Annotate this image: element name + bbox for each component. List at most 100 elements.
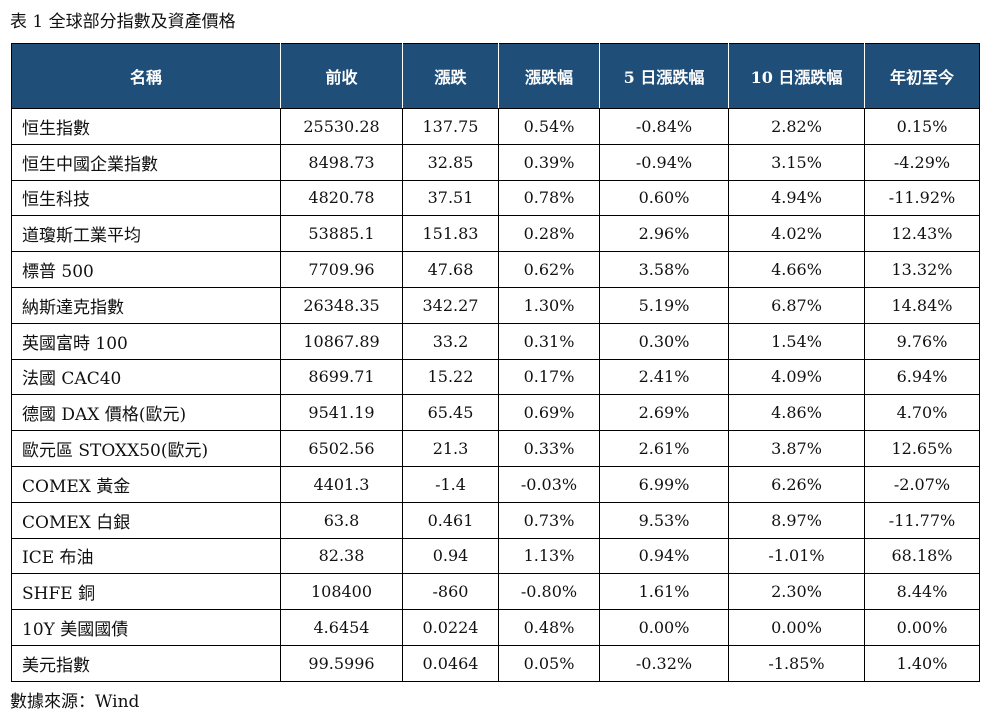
cell-change: 137.75: [402, 108, 499, 145]
cell-change: 33.2: [402, 322, 499, 360]
cell-5d-change-pct: 2.41%: [599, 358, 729, 396]
cell-change-pct: 0.78%: [498, 179, 600, 217]
table-row: 10Y 美國國債 4.6454 0.0224 0.48% 0.00% 0.00% 0.00%: [11, 609, 980, 646]
cell-change: 47.68: [402, 251, 499, 288]
cell-ytd: 12.65%: [864, 430, 980, 467]
cell-5d-change-pct: -0.32%: [599, 644, 729, 682]
cell-prev-close: 4.6454: [280, 609, 403, 646]
cell-prev-close: 4401.3: [280, 465, 403, 503]
cell-change: 0.94: [402, 537, 499, 575]
cell-change: 37.51: [402, 179, 499, 217]
cell-ytd: -4.29%: [864, 143, 980, 181]
cell-10d-change-pct: 6.26%: [728, 465, 865, 503]
cell-change-pct: 0.33%: [498, 430, 600, 467]
data-source-note: 數據來源：Wind: [10, 692, 140, 712]
cell-change: 65.45: [402, 394, 499, 432]
cell-change: 0.461: [402, 501, 499, 539]
cell-name: SHFE 銅: [11, 573, 281, 611]
cell-5d-change-pct: 5.19%: [599, 286, 729, 324]
cell-name: 道瓊斯工業平均: [11, 215, 281, 253]
cell-change: 32.85: [402, 143, 499, 181]
cell-change-pct: 0.69%: [498, 394, 600, 432]
cell-ytd: -11.92%: [864, 179, 980, 217]
cell-name: COMEX 白銀: [11, 501, 281, 539]
cell-10d-change-pct: 8.97%: [728, 501, 865, 539]
cell-ytd: 13.32%: [864, 251, 980, 288]
cell-prev-close: 8699.71: [280, 358, 403, 396]
cell-5d-change-pct: 0.94%: [599, 537, 729, 575]
cell-change-pct: 1.13%: [498, 537, 600, 575]
header-change-pct: 漲跌幅: [498, 43, 600, 109]
cell-5d-change-pct: 2.96%: [599, 215, 729, 253]
cell-ytd: 68.18%: [864, 537, 980, 575]
cell-10d-change-pct: 4.09%: [728, 358, 865, 396]
cell-name: 美元指數: [11, 644, 281, 682]
cell-5d-change-pct: 6.99%: [599, 465, 729, 503]
table-row: 法國 CAC40 8699.71 15.22 0.17% 2.41% 4.09% 6.94%: [11, 358, 980, 396]
cell-5d-change-pct: 2.61%: [599, 430, 729, 467]
table-row: 恒生科技 4820.78 37.51 0.78% 0.60% 4.94% -11.92%: [11, 179, 980, 217]
cell-prev-close: 10867.89: [280, 322, 403, 360]
cell-5d-change-pct: 0.60%: [599, 179, 729, 217]
cell-prev-close: 4820.78: [280, 179, 403, 217]
table-row: SHFE 銅 108400 -860 -0.80% 1.61% 2.30% 8.44%: [11, 573, 980, 611]
cell-prev-close: 82.38: [280, 537, 403, 575]
cell-change-pct: -0.80%: [498, 573, 600, 611]
cell-prev-close: 9541.19: [280, 394, 403, 432]
cell-prev-close: 6502.56: [280, 430, 403, 467]
cell-ytd: 12.43%: [864, 215, 980, 253]
table-row: 英國富時 100 10867.89 33.2 0.31% 0.30% 1.54% 9.76%: [11, 322, 980, 360]
cell-prev-close: 53885.1: [280, 215, 403, 253]
cell-change-pct: 0.28%: [498, 215, 600, 253]
cell-name: 恒生指數: [11, 108, 281, 145]
cell-5d-change-pct: 0.00%: [599, 609, 729, 646]
cell-change: 0.0464: [402, 644, 499, 682]
cell-ytd: 0.15%: [864, 108, 980, 145]
cell-change: -860: [402, 573, 499, 611]
cell-change-pct: 0.62%: [498, 251, 600, 288]
cell-prev-close: 108400: [280, 573, 403, 611]
cell-change: 0.0224: [402, 609, 499, 646]
table-row: ICE 布油 82.38 0.94 1.13% 0.94% -1.01% 68.18%: [11, 537, 980, 575]
cell-10d-change-pct: 2.82%: [728, 108, 865, 145]
cell-name: 恒生科技: [11, 179, 281, 217]
cell-10d-change-pct: 6.87%: [728, 286, 865, 324]
cell-10d-change-pct: 4.66%: [728, 251, 865, 288]
cell-name: 法國 CAC40: [11, 358, 281, 396]
cell-10d-change-pct: 4.94%: [728, 179, 865, 217]
cell-10d-change-pct: 3.87%: [728, 430, 865, 467]
table-row: 道瓊斯工業平均 53885.1 151.83 0.28% 2.96% 4.02% 12.43…: [11, 215, 980, 253]
cell-change: 15.22: [402, 358, 499, 396]
cell-change-pct: 0.17%: [498, 358, 600, 396]
header-5d-change-pct: 5 日漲跌幅: [599, 43, 729, 109]
header-name: 名稱: [11, 43, 281, 109]
header-10d-change-pct: 10 日漲跌幅: [728, 43, 865, 109]
cell-name: 10Y 美國國債: [11, 609, 281, 646]
cell-prev-close: 7709.96: [280, 251, 403, 288]
cell-change: -1.4: [402, 465, 499, 503]
cell-10d-change-pct: 1.54%: [728, 322, 865, 360]
cell-name: 恒生中國企業指數: [11, 143, 281, 181]
cell-10d-change-pct: 4.86%: [728, 394, 865, 432]
cell-5d-change-pct: -0.84%: [599, 108, 729, 145]
cell-name: 歐元區 STOXX50(歐元): [11, 430, 281, 467]
table-row: 德國 DAX 價格(歐元) 9541.19 65.45 0.69% 2.69% 4.86%…: [11, 394, 980, 432]
cell-5d-change-pct: 1.61%: [599, 573, 729, 611]
table-caption: 表 1 全球部分指數及資產價格: [10, 12, 236, 32]
cell-prev-close: 63.8: [280, 501, 403, 539]
header-prev-close: 前收: [280, 43, 403, 109]
table-row: 恒生中國企業指數 8498.73 32.85 0.39% -0.94% 3.15% -4.2…: [11, 143, 980, 181]
cell-change-pct: 0.31%: [498, 322, 600, 360]
cell-10d-change-pct: 2.30%: [728, 573, 865, 611]
cell-change-pct: 1.30%: [498, 286, 600, 324]
cell-ytd: 4.70%: [864, 394, 980, 432]
cell-change: 342.27: [402, 286, 499, 324]
cell-name: COMEX 黃金: [11, 465, 281, 503]
cell-5d-change-pct: 2.69%: [599, 394, 729, 432]
cell-10d-change-pct: -1.85%: [728, 644, 865, 682]
cell-prev-close: 26348.35: [280, 286, 403, 324]
cell-change: 21.3: [402, 430, 499, 467]
cell-ytd: -11.77%: [864, 501, 980, 539]
cell-change-pct: -0.03%: [498, 465, 600, 503]
cell-change-pct: 0.48%: [498, 609, 600, 646]
